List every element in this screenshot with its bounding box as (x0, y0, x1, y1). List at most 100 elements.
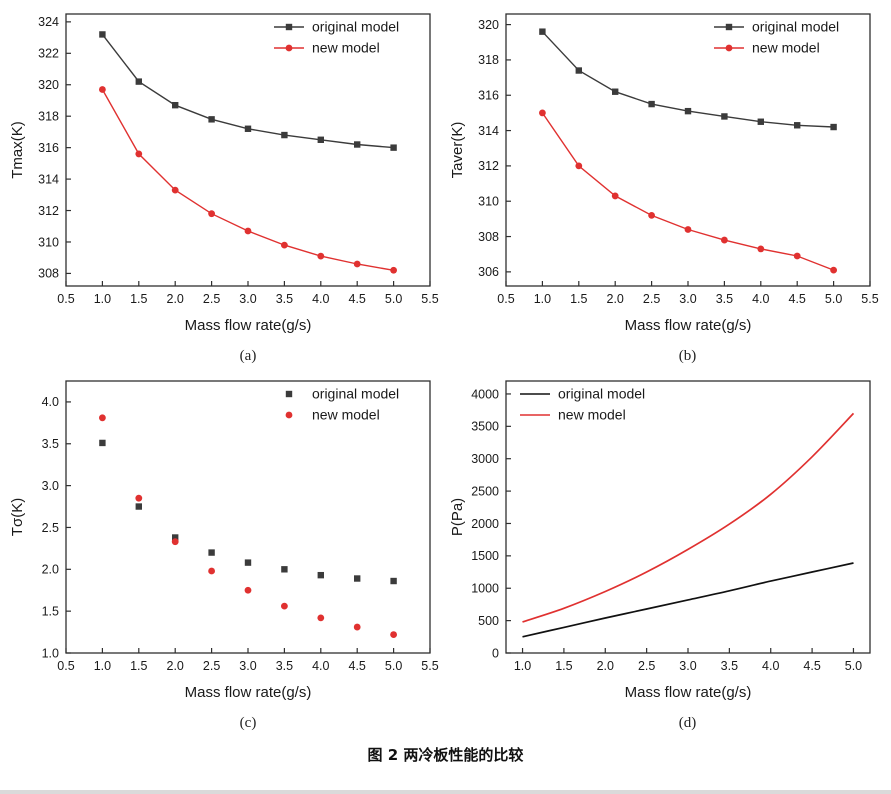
svg-text:2.5: 2.5 (42, 521, 59, 535)
svg-text:3000: 3000 (471, 452, 499, 466)
svg-text:1.0: 1.0 (94, 659, 111, 673)
svg-text:5.0: 5.0 (824, 292, 841, 306)
svg-text:4.5: 4.5 (349, 659, 366, 673)
chart-c: 0.5 1.0 1.5 2.0 2.5 3.0 3.5 4.0 4.5 5.0 5.5 1.0 1.5 2… (8, 373, 448, 732)
svg-text:5.0: 5.0 (385, 659, 402, 673)
svg-text:3.0: 3.0 (239, 659, 256, 673)
page-bottom-divider (0, 790, 891, 794)
svg-text:3.0: 3.0 (42, 479, 59, 493)
svg-text:4.5: 4.5 (803, 659, 820, 673)
svg-text:2.5: 2.5 (642, 292, 659, 306)
svg-text:2500: 2500 (471, 484, 499, 498)
svg-text:1.0: 1.0 (513, 659, 530, 673)
svg-text:Mass flow rate(g/s): Mass flow rate(g/s) (185, 684, 312, 701)
svg-text:Mass flow rate(g/s): Mass flow rate(g/s) (624, 317, 751, 334)
svg-text:1.5: 1.5 (130, 292, 147, 306)
svg-text:0.5: 0.5 (497, 292, 514, 306)
svg-text:Mass flow rate(g/s): Mass flow rate(g/s) (624, 684, 751, 701)
chart-a-canvas: 0.5 1.0 1.5 2.0 2.5 3.0 3.5 4.0 4.5 5.0 5.5 308 310 3… (9, 13, 439, 334)
svg-text:4.0: 4.0 (752, 292, 769, 306)
svg-text:316: 316 (38, 141, 59, 155)
svg-text:318: 318 (38, 109, 59, 123)
svg-text:new model: new model (752, 40, 820, 56)
chart-a-sublabel: (a) (239, 348, 257, 364)
svg-text:new model: new model (312, 407, 380, 423)
svg-text:312: 312 (478, 159, 499, 173)
chart-c-canvas: 0.5 1.0 1.5 2.0 2.5 3.0 3.5 4.0 4.5 5.0 5.51.01.52… (9, 380, 439, 701)
svg-text:320: 320 (478, 18, 499, 32)
svg-text:4.5: 4.5 (788, 292, 805, 306)
svg-text:1.5: 1.5 (130, 659, 147, 673)
chart-a: 0.5 1.0 1.5 2.0 2.5 3.0 3.5 4.0 4.5 5.0 5.5 308 310 3… (8, 6, 448, 365)
svg-text:3.0: 3.0 (679, 292, 696, 306)
chart-b: 0.5 1.0 1.5 2.0 2.5 3.0 3.5 4.0 4.5 5.0 5.5 306 308 3… (448, 6, 888, 365)
svg-text:new model: new model (558, 407, 626, 423)
svg-text:1500: 1500 (471, 549, 499, 563)
svg-text:4.0: 4.0 (762, 659, 779, 673)
svg-text:5.5: 5.5 (421, 659, 438, 673)
svg-text:4.0: 4.0 (312, 292, 329, 306)
svg-text:318: 318 (478, 53, 499, 67)
svg-text:1.0: 1.0 (533, 292, 550, 306)
svg-text:2.5: 2.5 (203, 659, 220, 673)
svg-text:310: 310 (38, 235, 59, 249)
svg-text:3.0: 3.0 (679, 659, 696, 673)
svg-text:original model: original model (312, 386, 399, 402)
svg-text:new model: new model (312, 40, 380, 56)
svg-text:5.0: 5.0 (385, 292, 402, 306)
svg-text:original model: original model (558, 386, 645, 402)
svg-text:Mass flow rate(g/s): Mass flow rate(g/s) (185, 317, 312, 334)
svg-text:5.5: 5.5 (421, 292, 438, 306)
svg-text:Taver(K): Taver(K) (449, 122, 466, 179)
svg-text:0: 0 (492, 646, 499, 660)
svg-text:Tσ(K): Tσ(K) (9, 498, 26, 536)
svg-text:314: 314 (478, 124, 499, 138)
svg-text:1.0: 1.0 (42, 646, 59, 660)
svg-text:312: 312 (38, 204, 59, 218)
svg-text:2.0: 2.0 (606, 292, 623, 306)
svg-text:2.0: 2.0 (596, 659, 613, 673)
svg-text:1.5: 1.5 (42, 604, 59, 618)
svg-text:4.0: 4.0 (42, 395, 59, 409)
svg-text:2.0: 2.0 (42, 563, 59, 577)
figure-page: 0.5 1.0 1.5 2.0 2.5 3.0 3.5 4.0 4.5 5.0 5.5 308 310 3… (0, 6, 891, 794)
svg-text:3.0: 3.0 (239, 292, 256, 306)
svg-text:500: 500 (478, 614, 499, 628)
svg-text:2.5: 2.5 (203, 292, 220, 306)
svg-text:1.5: 1.5 (570, 292, 587, 306)
svg-text:1.0: 1.0 (94, 292, 111, 306)
svg-text:original model: original model (752, 19, 839, 35)
svg-text:2.0: 2.0 (167, 292, 184, 306)
svg-text:Tmax(K): Tmax(K) (9, 121, 26, 179)
chart-b-canvas: 0.5 1.0 1.5 2.0 2.5 3.0 3.5 4.0 4.5 5.0 5.5 306 308 3… (449, 13, 878, 334)
svg-text:2.0: 2.0 (167, 659, 184, 673)
svg-text:4000: 4000 (471, 387, 499, 401)
svg-text:5.5: 5.5 (861, 292, 878, 306)
svg-text:0.5: 0.5 (57, 292, 74, 306)
svg-text:2.5: 2.5 (637, 659, 654, 673)
svg-text:4.5: 4.5 (349, 292, 366, 306)
svg-text:1000: 1000 (471, 582, 499, 596)
svg-text:3.5: 3.5 (276, 292, 293, 306)
svg-text:5.0: 5.0 (844, 659, 861, 673)
chart-b-sublabel: (b) (678, 348, 697, 364)
svg-text:3.5: 3.5 (276, 659, 293, 673)
svg-text:320: 320 (38, 78, 59, 92)
svg-text:3.5: 3.5 (715, 292, 732, 306)
svg-text:324: 324 (38, 15, 59, 29)
svg-text:308: 308 (38, 267, 59, 281)
figure-caption: 图 2 两冷板性能的比较 (367, 746, 524, 764)
svg-text:322: 322 (38, 47, 59, 61)
svg-text:0.5: 0.5 (57, 659, 74, 673)
chart-d-canvas: 1.0 1.5 2.0 2.5 3.0 3.5 4.0 4.5 5.0 0 500 1000 1500 2… (449, 380, 871, 701)
chart-c-sublabel: (c) (239, 715, 257, 731)
svg-text:original model: original model (312, 19, 399, 35)
chart-d: 1.0 1.5 2.0 2.5 3.0 3.5 4.0 4.5 5.0 0 500 1000 1500 2… (448, 373, 888, 732)
svg-text:316: 316 (478, 89, 499, 103)
svg-text:4.0: 4.0 (312, 659, 329, 673)
svg-text:3.5: 3.5 (720, 659, 737, 673)
svg-text:1.5: 1.5 (555, 659, 572, 673)
svg-text:3500: 3500 (471, 420, 499, 434)
svg-text:P(Pa): P(Pa) (449, 498, 466, 536)
charts-grid: 0.5 1.0 1.5 2.0 2.5 3.0 3.5 4.0 4.5 5.0 5.5 308 310 3… (8, 6, 888, 732)
